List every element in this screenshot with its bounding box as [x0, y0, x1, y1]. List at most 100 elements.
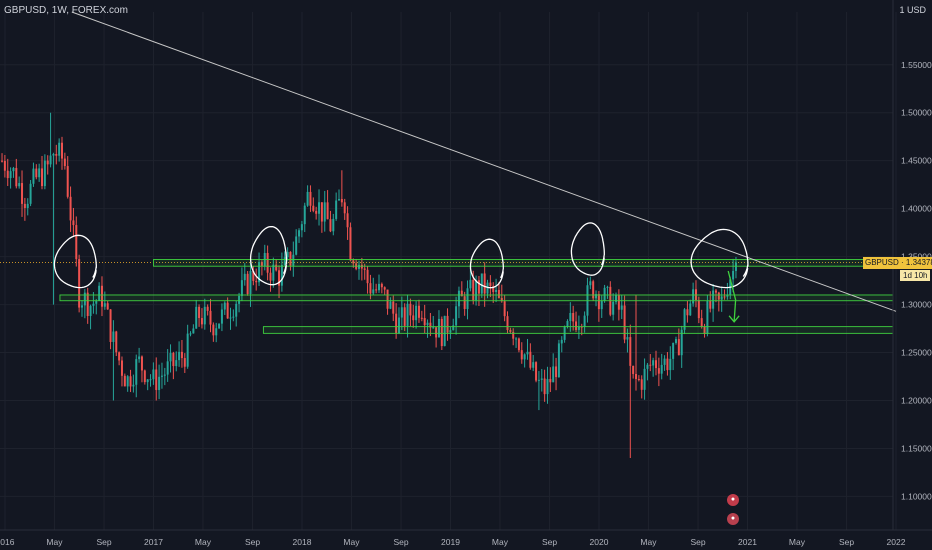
candle-body[interactable] [640, 379, 643, 390]
candle-body[interactable] [109, 309, 112, 342]
candle-body[interactable] [280, 264, 283, 286]
candle-body[interactable] [449, 330, 452, 333]
candle-body[interactable] [435, 327, 438, 338]
candle-body[interactable] [400, 307, 403, 318]
highlight-circle[interactable] [469, 238, 504, 289]
highlight-circle[interactable] [249, 225, 288, 286]
event-flag-icon[interactable]: ● [727, 494, 739, 506]
highlight-circle[interactable] [690, 228, 749, 289]
candle-body[interactable] [129, 376, 132, 387]
candle-body[interactable] [266, 253, 269, 273]
candle-body[interactable] [486, 282, 489, 294]
candle-body[interactable] [98, 285, 101, 301]
candle-body[interactable] [460, 290, 463, 297]
candle-body[interactable] [95, 300, 98, 304]
candle-body[interactable] [503, 301, 506, 317]
candle-body[interactable] [412, 315, 415, 321]
candle-body[interactable] [672, 342, 675, 359]
candle-body[interactable] [597, 294, 600, 310]
candle-body[interactable] [632, 365, 635, 374]
candle-body[interactable] [43, 160, 46, 187]
candle-body[interactable] [372, 289, 375, 294]
candle-body[interactable] [520, 350, 523, 360]
candle-body[interactable] [546, 378, 549, 395]
candle-body[interactable] [600, 300, 603, 310]
candle-body[interactable] [249, 271, 252, 294]
candle-body[interactable] [366, 269, 369, 284]
descending-trendline[interactable] [71, 11, 897, 312]
candle-body[interactable] [343, 202, 346, 214]
candle-body[interactable] [646, 364, 649, 369]
candle-body[interactable] [295, 236, 298, 255]
candle-body[interactable] [606, 286, 609, 288]
support-zone[interactable] [59, 294, 894, 302]
candle-body[interactable] [512, 331, 515, 339]
candle-body[interactable] [126, 376, 129, 387]
candle-body[interactable] [289, 251, 292, 266]
candle-body[interactable] [35, 168, 38, 178]
candle-body[interactable] [240, 280, 243, 296]
candle-body[interactable] [300, 224, 303, 231]
candle-body[interactable] [383, 287, 386, 290]
candle-body[interactable] [395, 313, 398, 334]
candle-body[interactable] [1, 160, 4, 162]
candle-body[interactable] [12, 167, 15, 172]
candle-body[interactable] [103, 303, 106, 307]
candle-body[interactable] [132, 384, 135, 387]
candle-body[interactable] [692, 289, 695, 304]
candle-body[interactable] [643, 368, 646, 390]
candle-body[interactable] [732, 270, 735, 280]
candle-body[interactable] [623, 305, 626, 340]
highlight-circle[interactable] [53, 234, 97, 289]
candle-body[interactable] [500, 297, 503, 302]
candle-body[interactable] [526, 351, 529, 355]
candle-body[interactable] [329, 219, 332, 232]
candle-body[interactable] [238, 295, 241, 304]
candle-body[interactable] [417, 305, 420, 318]
candle-body[interactable] [497, 289, 500, 298]
candle-body[interactable] [166, 361, 169, 375]
candle-body[interactable] [38, 168, 41, 178]
candle-body[interactable] [180, 351, 183, 359]
candle-body[interactable] [218, 323, 221, 329]
candle-body[interactable] [557, 343, 560, 378]
candle-body[interactable] [469, 279, 472, 289]
candle-body[interactable] [332, 218, 335, 232]
candle-body[interactable] [303, 205, 306, 225]
candle-body[interactable] [229, 317, 232, 319]
candle-body[interactable] [380, 283, 383, 288]
candle-body[interactable] [206, 306, 209, 311]
candle-body[interactable] [540, 378, 543, 380]
down-arrow[interactable] [727, 270, 737, 322]
candle-body[interactable] [443, 315, 446, 347]
candle-body[interactable] [89, 305, 92, 316]
candle-body[interactable] [69, 196, 72, 221]
candle-body[interactable] [506, 316, 509, 330]
candle-body[interactable] [475, 280, 478, 301]
candle-body[interactable] [320, 202, 323, 222]
candle-body[interactable] [657, 368, 660, 374]
candle-body[interactable] [198, 306, 201, 319]
candle-body[interactable] [252, 271, 255, 281]
candle-body[interactable] [626, 337, 629, 340]
candle-body[interactable] [226, 302, 229, 319]
candle-body[interactable] [595, 294, 598, 299]
candle-body[interactable] [420, 317, 423, 319]
candle-body[interactable] [286, 251, 289, 258]
candle-body[interactable] [169, 352, 172, 362]
candle-body[interactable] [483, 273, 486, 294]
candle-body[interactable] [232, 316, 235, 318]
candle-body[interactable] [515, 338, 518, 340]
candle-body[interactable] [75, 225, 78, 260]
candle-body[interactable] [292, 254, 295, 266]
candle-body[interactable] [689, 303, 692, 316]
candle-body[interactable] [674, 339, 677, 343]
candle-body[interactable] [41, 168, 44, 187]
candle-body[interactable] [55, 153, 58, 156]
candle-body[interactable] [160, 375, 163, 377]
candle-body[interactable] [649, 364, 652, 366]
candle-body[interactable] [46, 160, 49, 165]
candle-body[interactable] [66, 166, 69, 197]
candle-body[interactable] [243, 273, 246, 281]
